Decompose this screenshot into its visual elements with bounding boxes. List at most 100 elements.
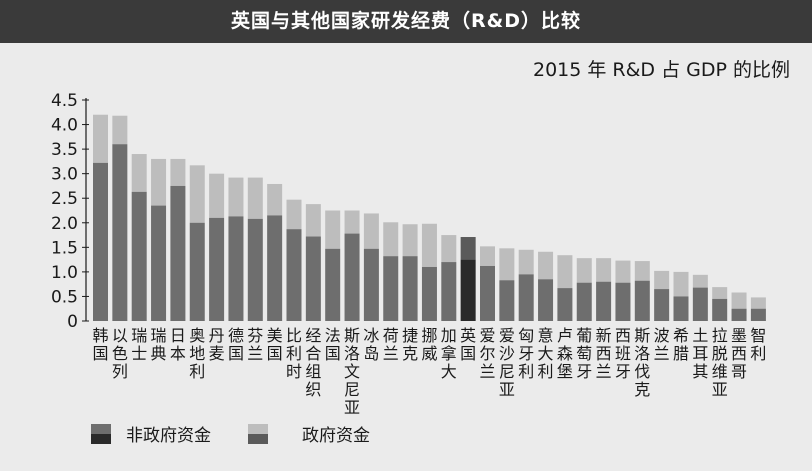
bar-business (267, 215, 283, 321)
title-bar: 英国与其他国家研发经费（R&D）比较 (0, 0, 812, 43)
bar-government (654, 270, 670, 290)
bar-business (170, 185, 186, 321)
bar-government (305, 204, 321, 237)
category-label: 希腊 (673, 326, 689, 363)
chart-subtitle: 2015 年 R&D 占 GDP 的比例 (532, 59, 790, 81)
bar-government (344, 210, 360, 234)
legend-swatch-government (248, 424, 268, 434)
bar-business (673, 296, 689, 321)
bar-government (325, 210, 341, 249)
legend-swatch-government-uk (248, 434, 268, 444)
bar-government (692, 274, 708, 288)
y-tick-label: 1.5 (51, 238, 78, 258)
bar-business (518, 274, 534, 321)
category-label: 西班牙 (615, 326, 631, 381)
category-label: 波兰 (654, 326, 670, 363)
legend-swatch-business-uk (91, 434, 111, 444)
category-label: 爱沙尼亚 (499, 326, 515, 399)
bar-business (363, 248, 379, 321)
bar-government (189, 165, 205, 223)
category-label: 韩国 (92, 326, 108, 363)
y-tick-label: 2.0 (51, 214, 78, 234)
bar-government (576, 258, 592, 283)
bar-government (383, 222, 399, 257)
bar-business (402, 256, 418, 321)
category-label: 葡萄牙 (576, 326, 592, 381)
bar-government (518, 249, 534, 275)
category-label: 奥地利 (189, 326, 205, 381)
legend-label-business: 非政府资金 (126, 426, 211, 446)
bar-business (131, 191, 147, 321)
category-label: 比利时 (286, 326, 302, 381)
bar-government (131, 154, 147, 192)
bar-business (576, 282, 592, 321)
category-label: 加拿大 (441, 326, 457, 381)
category-label: 爱尔兰 (479, 326, 495, 381)
bar-business (460, 259, 476, 321)
bar-business (596, 281, 612, 321)
bar-government (731, 292, 747, 309)
bar-business (750, 308, 766, 321)
category-label: 德国 (228, 326, 244, 363)
y-tick-label: 4.5 (51, 91, 78, 111)
bar-government (460, 237, 476, 260)
bar-business (93, 162, 108, 321)
category-label: 英国 (460, 326, 476, 363)
bar-business (151, 205, 167, 321)
bar-business (634, 280, 650, 321)
category-labels: 韩国以色列瑞士瑞典日本奥地利丹麦德国芬兰美国比利时经合组织法国斯洛文尼亚冰岛荷兰… (92, 326, 766, 417)
bar-business (112, 144, 128, 321)
y-tick-label: 1.0 (51, 263, 78, 283)
bar-government (712, 287, 728, 299)
bar-government (441, 235, 457, 263)
category-label: 日本 (170, 326, 186, 363)
bar-government (209, 173, 225, 218)
category-label: 意大利 (538, 326, 554, 381)
category-label: 冰岛 (363, 326, 379, 363)
bar-government (170, 158, 186, 186)
category-label: 经合组织 (305, 326, 321, 399)
bar-business (712, 298, 728, 321)
bar-government (750, 297, 766, 309)
bar-government (151, 158, 167, 206)
category-label: 土耳其 (692, 326, 708, 381)
category-label: 新西兰 (596, 326, 612, 381)
bar-government (228, 177, 244, 217)
bar-business (441, 262, 457, 321)
category-label: 瑞士 (131, 326, 147, 363)
category-label: 卢森堡 (557, 326, 573, 381)
bar-business (731, 308, 747, 321)
bar-business (654, 289, 670, 321)
category-label: 斯洛伐克 (634, 326, 650, 399)
y-tick-label: 0 (67, 312, 78, 332)
y-tick-label: 4.0 (51, 116, 78, 136)
bar-business (383, 256, 399, 321)
bar-business (286, 229, 302, 321)
bar-business (344, 233, 360, 321)
bars (93, 114, 766, 321)
bar-government (596, 258, 612, 282)
bar-business (538, 279, 554, 321)
y-axis: 0 0.5 1.0 1.5 2.0 2.5 3.0 3.5 4.0 4.5 (51, 91, 89, 332)
category-label: 丹麦 (209, 326, 225, 363)
y-tick-label: 3.5 (51, 140, 78, 160)
bar-government (112, 115, 128, 145)
bar-government (557, 255, 573, 289)
bar-government (286, 199, 302, 230)
category-label: 捷克 (402, 326, 418, 363)
bar-government (538, 251, 554, 280)
bar-government (93, 114, 108, 163)
bar-government (421, 223, 437, 267)
bar-business (421, 266, 437, 321)
bar-business (325, 248, 341, 321)
bar-government (363, 213, 379, 249)
category-label: 美国 (267, 326, 283, 363)
bar-government (634, 261, 650, 281)
legend-label-government: 政府资金 (302, 426, 370, 446)
bar-government (499, 248, 515, 281)
bar-business (499, 280, 515, 321)
legend: 非政府资金 政府资金 (91, 424, 370, 446)
bar-business (557, 288, 573, 321)
